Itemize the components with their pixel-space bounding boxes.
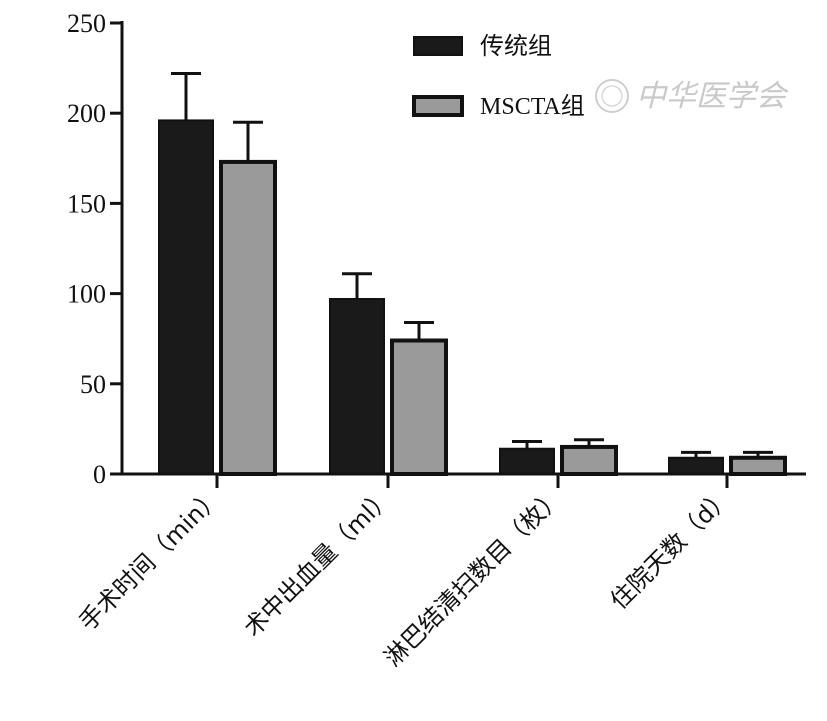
bar-s2-c2 — [390, 338, 448, 476]
legend-label-1: 传统组 — [480, 32, 552, 60]
bar-s1-c3 — [499, 447, 555, 475]
bar-s2-c1 — [219, 159, 277, 477]
legend-swatch-1 — [413, 36, 463, 56]
x-category-label-1: 手术时间（min） — [74, 482, 228, 636]
bar-s1-c1 — [158, 119, 214, 476]
y-tick-label-50: 50 — [80, 370, 106, 399]
bar-s2-c3 — [560, 444, 618, 477]
x-category-label-2: 术中出血量（ml） — [238, 482, 398, 642]
y-tick-label-250: 250 — [67, 9, 106, 38]
legend-label-2: MSCTA组 — [480, 93, 585, 120]
bar-s2-c4 — [729, 455, 787, 477]
watermark-seal — [595, 79, 629, 113]
y-tick-label-0: 0 — [93, 460, 106, 489]
watermark: 中华医学会 — [595, 79, 789, 114]
watermark-seal-inner — [601, 85, 623, 107]
bar-s1-c4 — [668, 456, 724, 476]
error-bars-layer — [171, 72, 773, 458]
x-category-label-3: 淋巴结清扫数目（枚） — [379, 482, 569, 672]
y-tick-label-100: 100 — [67, 280, 106, 309]
y-tick-label-150: 150 — [67, 189, 106, 218]
bars-layer — [158, 119, 787, 477]
legend: 传统组 MSCTA组 — [412, 32, 585, 120]
legend-swatch-2 — [412, 95, 464, 117]
y-tick-label-200: 200 — [67, 99, 106, 128]
x-category-label-4: 住院天数（d） — [605, 482, 737, 614]
watermark-text: 中华医学会 — [636, 79, 789, 114]
bar-s1-c2 — [329, 298, 385, 475]
